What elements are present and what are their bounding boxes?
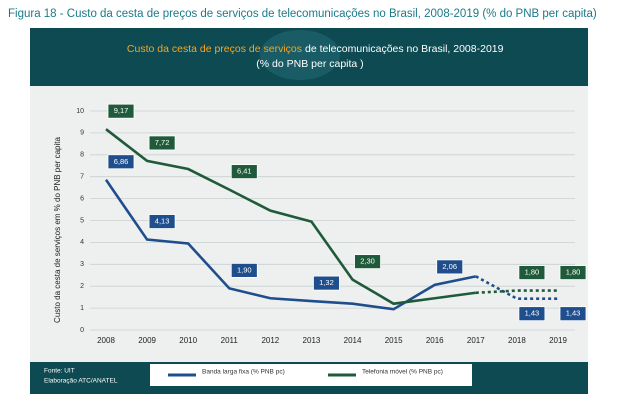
x-tick-label: 2017 [467,336,485,345]
source: Fonte: UIT [44,368,75,375]
x-tick-label: 2015 [385,336,403,345]
value-label-box [148,214,176,229]
value-label: 1,43 [525,309,540,318]
value-label: 1,32 [319,278,334,287]
series-line [104,179,477,311]
x-tick-label: 2011 [221,336,239,345]
value-label-box [518,265,546,280]
y-tick-label: 2 [80,283,84,290]
value-label: 2,06 [442,262,457,271]
value-label-box [230,262,258,278]
series-line [475,275,558,300]
value-label: 6,41 [237,167,252,176]
x-tick-label: 2019 [549,336,567,345]
y-tick-label: 5 [80,217,84,224]
x-tick-label: 2018 [508,336,526,345]
y-tick-label: 8 [80,152,84,159]
y-tick-label: 4 [80,239,84,246]
elaboration: Elaboração ATC/ANATEL [44,378,118,385]
x-tick-label: 2013 [303,336,321,345]
x-tick-label: 2009 [138,336,156,345]
value-label: 6,86 [114,157,129,166]
legend-box [150,364,472,386]
value-label-box [313,275,340,291]
y-tick-label: 0 [80,327,84,334]
value-label-box [148,135,176,151]
plot-background [30,86,588,362]
x-tick-label: 2008 [97,336,115,345]
y-tick-label: 9 [80,130,84,137]
value-label-box [107,154,135,170]
map-shape [260,30,340,80]
x-tick-label: 2016 [426,336,444,345]
title: de telecomunicações no Brasil, 2008-2019 [305,43,504,55]
value-label-box [518,306,546,322]
y-tick-label: 10 [76,108,84,115]
value-label: 1,90 [237,265,252,274]
legend-label: Banda larga fixa (% PNB pc) [202,369,285,376]
value-label: 4,13 [155,217,170,226]
x-tick-label: 2014 [344,336,362,345]
y-tick-label: 1 [80,305,84,312]
value-label: 1,80 [566,268,581,277]
value-label-box [559,265,587,280]
value-label: 2,30 [360,257,375,266]
value-label: 9,17 [114,106,129,115]
series-line [105,128,476,306]
value-label-box [354,254,381,270]
y-axis-label: Custo da cesta de serviços em % do PNB p… [53,137,62,323]
value-label: 7,72 [155,138,170,147]
legend-label: Telefonia móvel (% PNB pc) [362,369,443,376]
title-highlight: Custo da cesta de preços de serviços [127,43,302,55]
subtitle: (% do PNB per capita ) [256,58,363,70]
caption: Figura 18 - Custo da cesta de preços de … [8,8,597,20]
y-tick-label: 3 [80,261,84,268]
x-tick-label: 2010 [179,336,197,345]
y-tick-label: 7 [80,174,84,181]
value-label-box [107,103,135,119]
value-label-box [436,259,464,275]
y-tick-label: 6 [80,195,84,202]
value-label-box [559,306,587,322]
x-tick-label: 2012 [261,336,279,345]
value-label: 1,43 [566,309,581,318]
value-label: 1,80 [525,268,540,277]
series-line [475,289,558,295]
value-label-box [230,164,258,180]
